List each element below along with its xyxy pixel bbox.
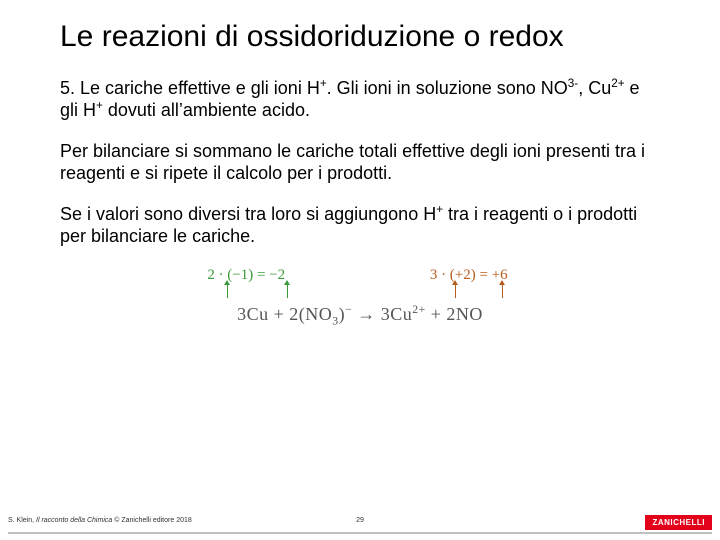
up-arrow-icon bbox=[455, 284, 456, 298]
paragraph-2: Per bilanciare si sommano le cariche tot… bbox=[60, 140, 660, 185]
slide-title: Le reazioni di ossidoriduzione o redox bbox=[60, 20, 660, 55]
p1-sup-2plus: 2+ bbox=[611, 77, 624, 90]
p1-seg-a: 5. Le cariche effettive e gli ioni H bbox=[60, 78, 320, 98]
p3-sup-plus: + bbox=[436, 203, 443, 216]
charge-left: 2 · (−1) = −2 bbox=[161, 267, 331, 303]
slide: Le reazioni di ossidoriduzione o redox 5… bbox=[0, 0, 720, 540]
paragraph-3: Se i valori sono diversi tra loro si agg… bbox=[60, 203, 660, 248]
p1-sup-3minus: 3- bbox=[568, 77, 578, 90]
p1-seg-e: dovuti all’ambiente acido. bbox=[103, 100, 310, 120]
charge-right: 3 · (+2) = +6 bbox=[379, 267, 559, 303]
content: Le reazioni di ossidoriduzione o redox 5… bbox=[0, 0, 720, 327]
equation-main: 3Cu + 2(NO3)− → 3Cu2+ + 2NO bbox=[60, 303, 660, 328]
eq-right-b: + 2NO bbox=[426, 304, 483, 324]
footer-page-number: 29 bbox=[356, 517, 364, 524]
up-arrow-icon bbox=[227, 284, 228, 298]
p1-sup-plus-2: + bbox=[96, 99, 103, 112]
up-arrow-icon bbox=[502, 284, 503, 298]
p1-sup-plus-1: + bbox=[320, 77, 327, 90]
arrows-right bbox=[435, 286, 503, 302]
equation-charges: 2 · (−1) = −2 3 · (+2) = +6 bbox=[161, 267, 559, 303]
credit-tail: © Zanichelli editore 2018 bbox=[112, 517, 191, 524]
footer: S. Klein, Il racconto della Chimica © Za… bbox=[0, 518, 720, 540]
eq-right-sup: 2+ bbox=[412, 303, 425, 316]
charge-left-text: 2 · (−1) = −2 bbox=[207, 267, 285, 283]
credit-author: S. Klein, bbox=[8, 517, 36, 524]
up-arrow-icon bbox=[287, 284, 288, 298]
p1-seg-b: . Gli ioni in soluzione sono NO bbox=[327, 78, 568, 98]
eq-left-a: 3Cu + 2(NO bbox=[237, 304, 332, 324]
p3-seg-a: Se i valori sono diversi tra loro si agg… bbox=[60, 204, 436, 224]
credit-title: Il racconto della Chimica bbox=[36, 517, 112, 524]
zanichelli-logo: ZANICHELLI bbox=[645, 515, 712, 530]
equation: 2 · (−1) = −2 3 · (+2) = +6 3Cu + 2( bbox=[60, 266, 660, 328]
p1-seg-c: , Cu bbox=[578, 78, 611, 98]
footer-divider bbox=[8, 532, 712, 534]
eq-right-a: 3Cu bbox=[381, 304, 413, 324]
paragraph-1: 5. Le cariche effettive e gli ioni H+. G… bbox=[60, 77, 660, 122]
eq-arrow: → bbox=[352, 304, 381, 324]
footer-credit: S. Klein, Il racconto della Chimica © Za… bbox=[8, 517, 192, 524]
arrows-left bbox=[205, 286, 288, 302]
charge-right-text: 3 · (+2) = +6 bbox=[430, 267, 508, 283]
